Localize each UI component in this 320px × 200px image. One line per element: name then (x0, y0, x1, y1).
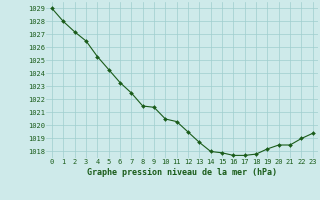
X-axis label: Graphe pression niveau de la mer (hPa): Graphe pression niveau de la mer (hPa) (87, 168, 277, 177)
